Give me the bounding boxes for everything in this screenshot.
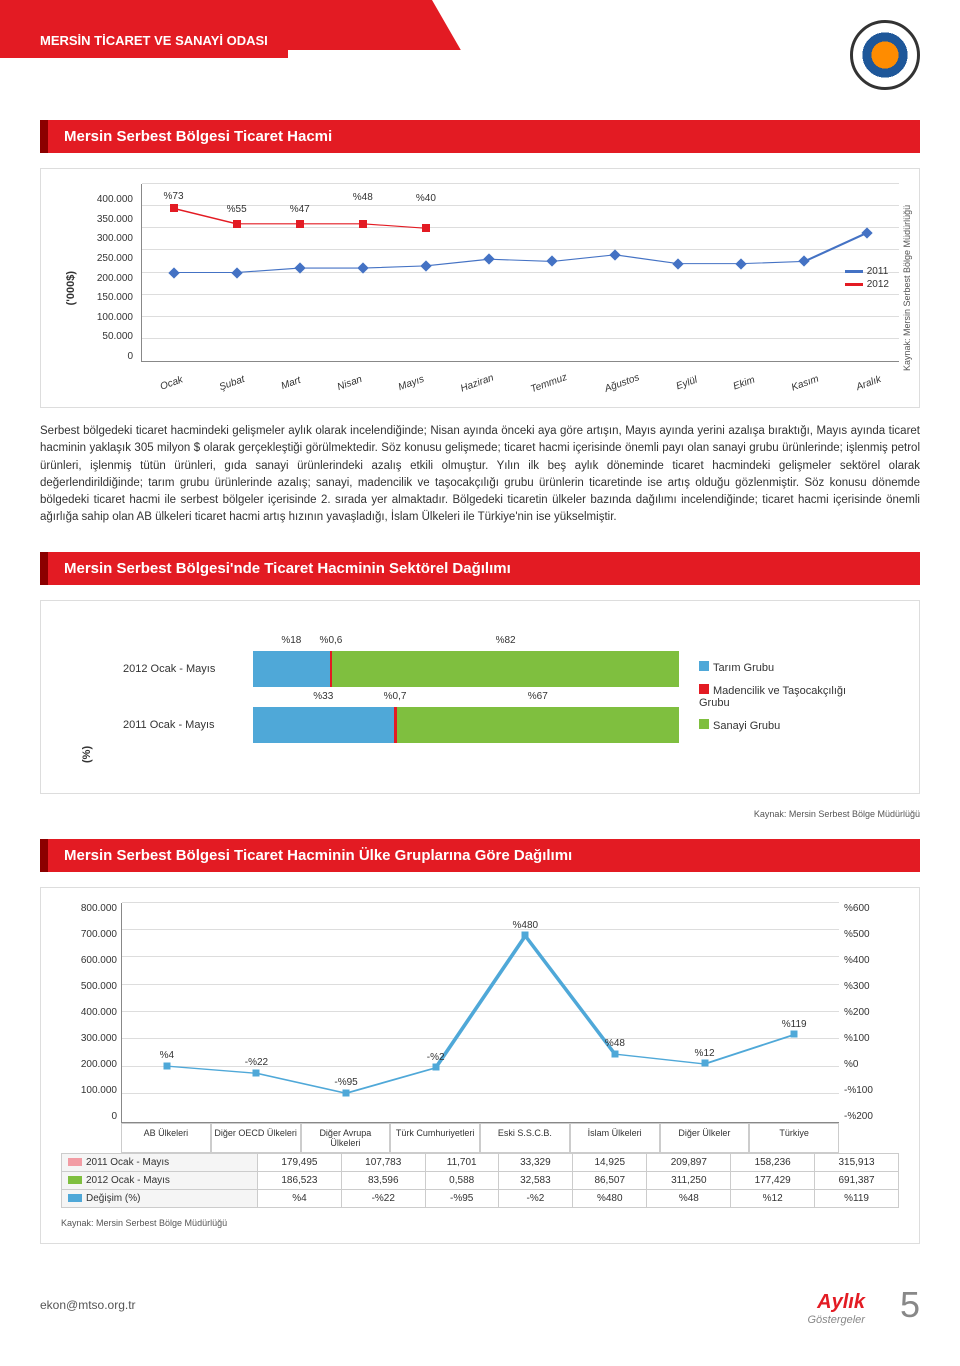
chart1: ('000$) 400.000350.000300.000250.000200.… [40,168,920,408]
chart2-legend: Tarım GrubuMadencilik ve Taşocakçılığı G… [699,631,879,763]
chart3-yaxis-left: 800.000700.000600.000500.000400.000300.0… [62,903,117,1122]
chart2-source: Kaynak: Mersin Serbest Bölge Müdürlüğü [40,809,920,819]
chart1-xlabels: OcakŞubatMartNisanMayısHaziranTemmuzAğus… [142,378,899,389]
section3-title: Mersin Serbest Bölgesi Ticaret Hacminin … [40,839,920,872]
mtso-logo [850,20,920,90]
chart2-ylabel: (%) [81,631,93,763]
chart1-yaxis: 400.000350.000300.000250.000200.000150.0… [81,184,141,392]
chart3-yaxis-right: %600%500%400%300%200%100%0-%100-%200 [844,903,894,1122]
chart1-source: Kaynak: Mersin Serbest Bölge Müdürlüğü [902,198,912,378]
chart3: ('000$) 800.000700.000600.000500.000400.… [40,887,920,1244]
chart2-rows: 2012 Ocak - Mayıs%18%0,6%822011 Ocak - M… [123,631,679,763]
chart1-legend: 20112012 [845,264,889,292]
chart1-plot: OcakŞubatMartNisanMayısHaziranTemmuzAğus… [141,184,899,362]
footer-contact: ekon@mtso.org.tr [40,1298,136,1312]
org-title: MERSİN TİCARET VE SANAYİ ODASI [0,23,288,58]
section2-title: Mersin Serbest Bölgesi'nde Ticaret Hacmi… [40,552,920,585]
chart1-ylabel: ('000$) [61,271,81,305]
chart2: (%) 2012 Ocak - Mayıs%18%0,6%822011 Ocak… [40,600,920,794]
header: MERSİN TİCARET VE SANAYİ ODASI [40,10,920,80]
page: MERSİN TİCARET VE SANAYİ ODASI Mersin Se… [0,0,960,1366]
footer-brand: Aylık [807,1291,864,1314]
chart3-plot: 800.000700.000600.000500.000400.000300.0… [121,903,839,1123]
chart3-table: 2011 Ocak - Mayıs179,495107,78311,70133,… [61,1153,899,1208]
page-number: 5 [900,1284,920,1326]
footer-sub: Göstergeler [807,1314,864,1326]
chart3-source: Kaynak: Mersin Serbest Bölge Müdürlüğü [61,1218,899,1228]
body-paragraph: Serbest bölgedeki ticaret hacmindeki gel… [40,423,920,527]
section1-title: Mersin Serbest Bölgesi Ticaret Hacmi [40,120,920,153]
footer: ekon@mtso.org.tr Aylık Göstergeler 5 [40,1274,920,1326]
chart3-xlabels: AB ÜlkeleriDiğer OECD ÜlkeleriDiğer Avru… [121,1123,839,1153]
